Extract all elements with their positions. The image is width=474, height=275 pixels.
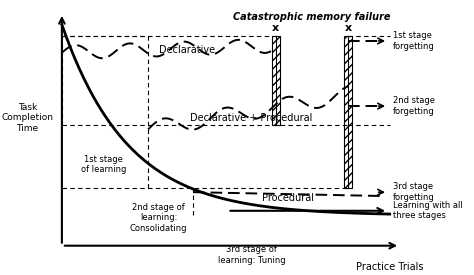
Text: 3rd stage
forgetting: 3rd stage forgetting	[393, 183, 435, 202]
Text: Learning with all
three stages: Learning with all three stages	[393, 201, 463, 221]
Text: 2nd stage of
learning:
Consolidating: 2nd stage of learning: Consolidating	[130, 203, 187, 233]
Bar	[345, 36, 352, 188]
Text: x: x	[272, 23, 279, 33]
Text: 2nd stage
forgetting: 2nd stage forgetting	[393, 97, 435, 116]
Text: Catastrophic memory failure: Catastrophic memory failure	[233, 12, 391, 21]
Text: Declarative + Procedural: Declarative + Procedural	[191, 113, 313, 123]
Text: Task
Completion
Time: Task Completion Time	[1, 103, 54, 133]
Text: 1st stage
forgetting: 1st stage forgetting	[393, 31, 435, 51]
Text: Practice Trials: Practice Trials	[356, 262, 423, 272]
Text: 3rd stage of
learning: Tuning: 3rd stage of learning: Tuning	[218, 245, 285, 265]
Text: 1st stage
of learning: 1st stage of learning	[81, 155, 126, 174]
Bar	[272, 36, 280, 125]
Text: Procedural: Procedural	[262, 193, 314, 203]
Text: Declarative: Declarative	[158, 45, 215, 55]
Text: x: x	[345, 23, 352, 33]
